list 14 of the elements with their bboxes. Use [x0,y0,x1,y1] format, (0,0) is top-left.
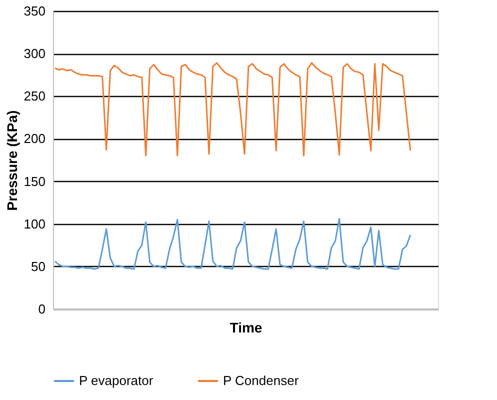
legend-label: P evaporator [79,373,154,388]
x-axis-title: Time [230,320,262,336]
y-tick-label: 250 [24,88,46,104]
y-tick-label: 50 [31,258,46,274]
line-series [54,62,412,156]
y-tick-label: 200 [24,131,46,146]
y-axis-title: Pressure (KPa) [4,110,20,211]
line-series [54,218,412,270]
y-tick-label: 0 [38,302,46,316]
y-tick-label: 350 [24,4,46,18]
y-tick-label: 150 [24,174,46,189]
y-tick-label: 100 [24,216,46,232]
y-tick-label: 300 [24,46,46,62]
legend-label: P Condenser [223,373,300,388]
